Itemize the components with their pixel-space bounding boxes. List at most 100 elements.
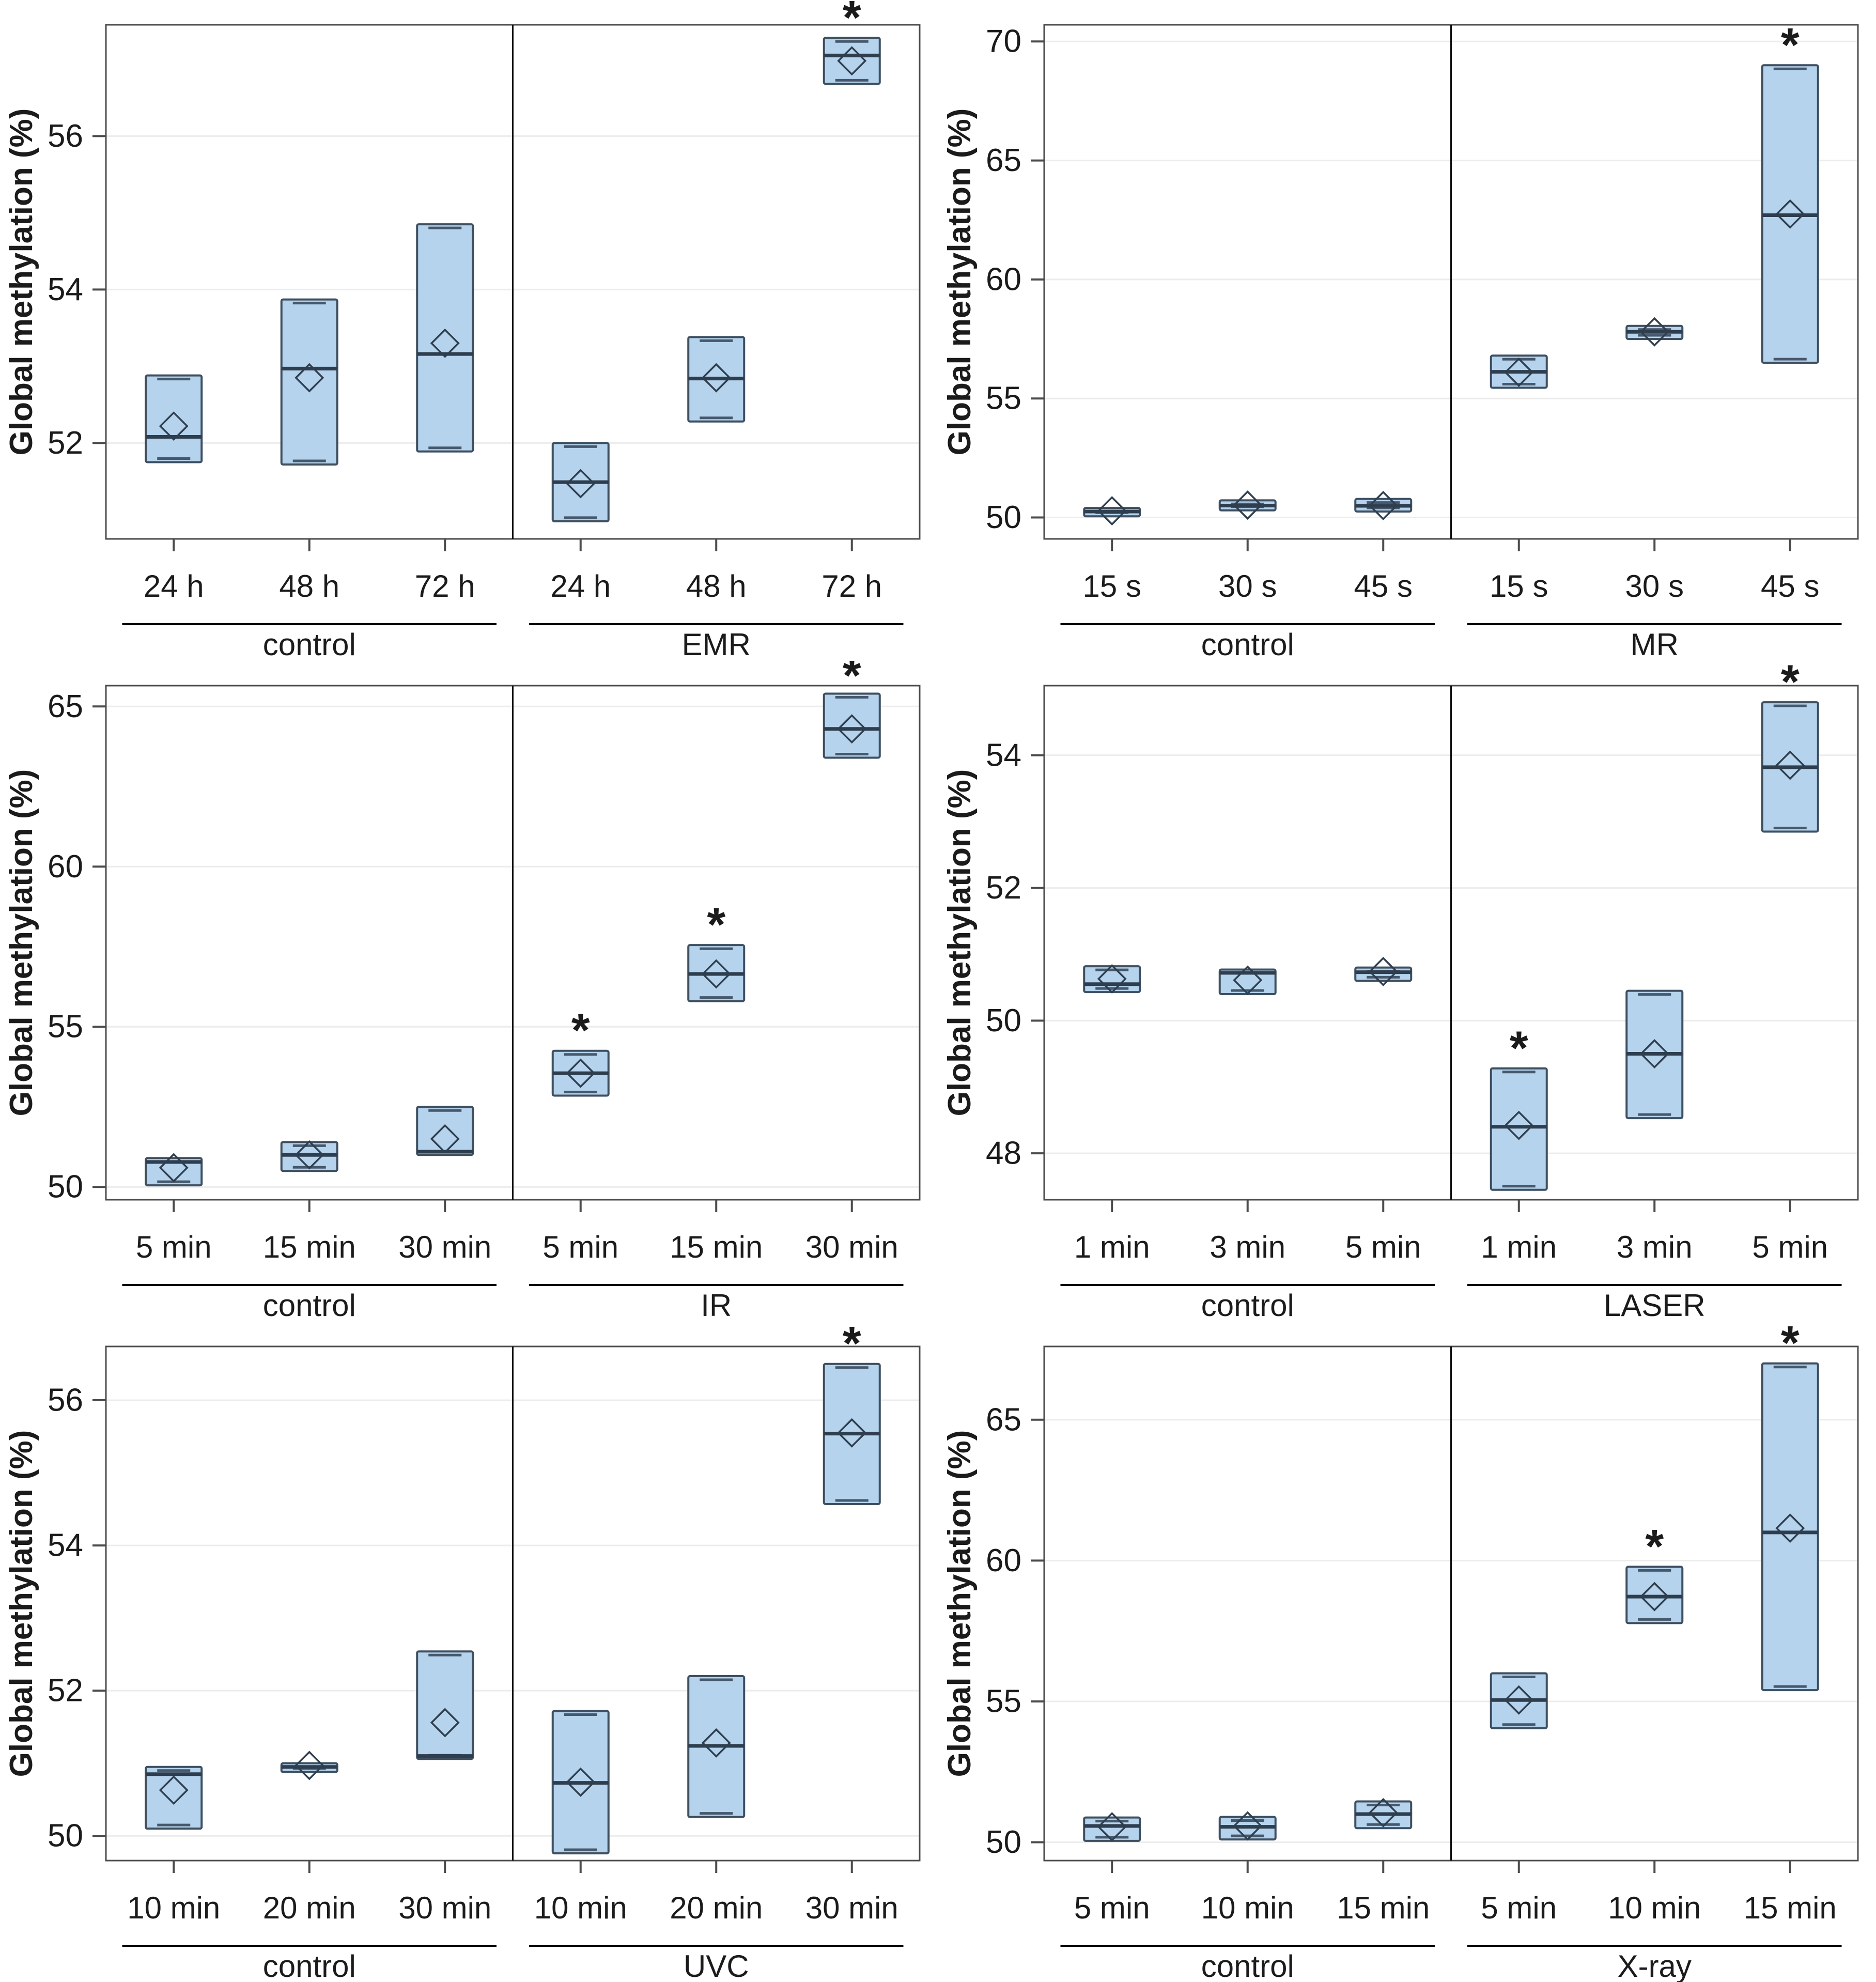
category-label: 15 min	[263, 1230, 356, 1264]
box-ir-0	[145, 1157, 203, 1187]
group-label-MR: MR	[1631, 627, 1679, 660]
mean-diamond	[159, 1153, 189, 1183]
box-emr-2	[416, 223, 474, 453]
y-tick-label: 54	[986, 737, 1021, 773]
group-label-control: control	[1201, 1949, 1294, 1982]
category-label: 20 min	[670, 1891, 763, 1925]
y-tick-label: 65	[986, 143, 1021, 178]
box-ir-5	[823, 692, 881, 759]
panel-mr: 50 55 60 65 70 Global methylation (%) * 15 s 30 …	[938, 0, 1876, 660]
box-uvc-0	[145, 1766, 203, 1830]
y-tick-label: 48	[986, 1136, 1021, 1171]
significance-asterisk: *	[843, 0, 861, 44]
mean-diamond	[566, 1058, 596, 1088]
mean-diamond	[1097, 1812, 1127, 1842]
category-label: 15 min	[670, 1230, 763, 1264]
significance-asterisk: *	[1781, 661, 1800, 708]
y-tick-label: 55	[986, 381, 1021, 416]
y-tick-label: 56	[48, 118, 83, 154]
mean-diamond	[566, 1767, 596, 1797]
y-tick-label: 60	[986, 261, 1021, 297]
mean-diamond	[837, 714, 867, 744]
panel-emr: 52 54 56 Global methylation (%) * 24 h 48 h 72 …	[0, 0, 938, 660]
mean-diamond	[1504, 1685, 1534, 1715]
mean-diamond	[294, 363, 324, 393]
panel-laser: 48 50 52 54 Global methylation (%) * * 1 min 3 m…	[938, 661, 1876, 1321]
mean-diamond	[1639, 1582, 1669, 1612]
box-xray-5	[1761, 1362, 1819, 1692]
mean-diamond	[1233, 1811, 1263, 1841]
category-label: 48 h	[279, 569, 339, 603]
significance-asterisk: *	[1510, 1022, 1528, 1075]
box-emr-1	[280, 298, 338, 466]
y-tick-label: 54	[48, 272, 83, 307]
box-emr-5	[823, 37, 881, 85]
category-label: 10 min	[127, 1891, 220, 1925]
boxplot-emr: 52 54 56 Global methylation (%) * 24 h 48 h 72 …	[4, 0, 921, 660]
category-label: 30 min	[805, 1230, 898, 1264]
category-label: 15 min	[1337, 1891, 1430, 1925]
y-tick-label: 70	[986, 24, 1021, 59]
box-emr-0	[145, 374, 203, 463]
category-label: 5 min	[1345, 1230, 1421, 1264]
y-tick-label: 65	[986, 1402, 1021, 1437]
category-label: 1 min	[1074, 1230, 1150, 1264]
mean-diamond	[837, 1418, 867, 1448]
y-tick-label: 52	[48, 1673, 83, 1709]
category-label: 30 min	[398, 1891, 491, 1925]
box-laser-2	[1354, 966, 1413, 982]
group-label-control: control	[1201, 627, 1294, 660]
y-tick-label: 60	[986, 1543, 1021, 1578]
box-uvc-2	[416, 1650, 474, 1760]
box-ir-2	[416, 1106, 474, 1156]
y-tick-label: 50	[986, 500, 1021, 535]
category-label: 10 min	[1608, 1891, 1701, 1925]
mean-diamond	[1504, 358, 1534, 388]
category-label: 5 min	[136, 1230, 212, 1264]
significance-asterisk: *	[1781, 1322, 1800, 1370]
mean-diamond	[1639, 1039, 1669, 1069]
mean-diamond	[566, 469, 596, 499]
y-tick-label: 60	[48, 849, 83, 885]
group-label-EMR: EMR	[682, 627, 751, 660]
mean-diamond	[701, 959, 731, 989]
significance-asterisk: *	[1781, 19, 1800, 71]
mean-diamond	[1368, 956, 1398, 986]
mean-diamond	[430, 1708, 460, 1738]
mean-diamond	[701, 363, 731, 393]
group-label-control: control	[1201, 1288, 1294, 1321]
category-label: 5 min	[1752, 1230, 1828, 1264]
category-label: 5 min	[542, 1230, 618, 1264]
category-label: 3 min	[1617, 1230, 1693, 1264]
mean-diamond	[1775, 750, 1805, 780]
boxplot-ir: 50 55 60 65 Global methylation (%) * * * 5 min 15…	[4, 661, 921, 1321]
mean-diamond	[159, 411, 189, 441]
group-label-X-ray: X-ray	[1618, 1949, 1692, 1982]
significance-asterisk: *	[707, 899, 725, 951]
y-tick-label: 52	[986, 870, 1021, 906]
category-label: 30 min	[398, 1230, 491, 1264]
mean-diamond	[294, 1140, 324, 1170]
significance-asterisk: *	[1645, 1520, 1664, 1573]
mean-diamond	[294, 1751, 324, 1780]
category-label: 30 s	[1625, 569, 1684, 603]
y-axis-title: Global methylation (%)	[4, 769, 39, 1117]
mean-diamond	[1775, 199, 1805, 229]
mean-diamond	[430, 1124, 460, 1154]
category-label: 10 min	[1201, 1891, 1294, 1925]
category-label: 10 min	[534, 1891, 627, 1925]
category-label: 30 s	[1218, 569, 1277, 603]
box-laser-3	[1490, 1067, 1548, 1191]
mean-diamond	[159, 1775, 189, 1805]
category-label: 72 h	[821, 569, 882, 603]
category-label: 15 s	[1490, 569, 1548, 603]
category-label: 30 min	[805, 1891, 898, 1925]
mean-diamond	[837, 46, 867, 76]
mean-diamond	[1368, 491, 1398, 520]
mean-diamond	[430, 328, 460, 358]
y-tick-label: 50	[48, 1818, 83, 1854]
y-axis-title: Global methylation (%)	[942, 109, 978, 456]
y-axis-title: Global methylation (%)	[4, 1430, 39, 1777]
